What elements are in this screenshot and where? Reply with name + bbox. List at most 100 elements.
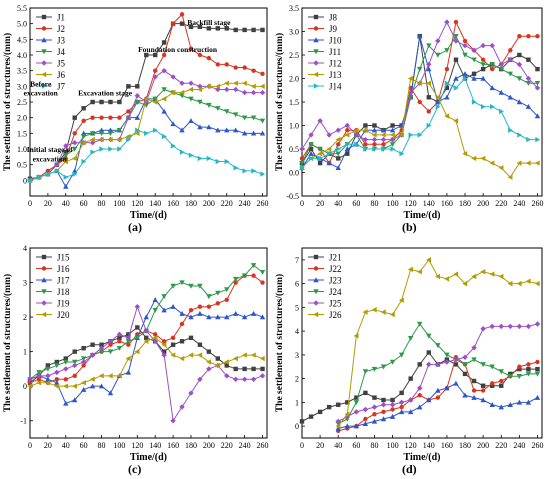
data-point: [516, 61, 523, 68]
data-point: [371, 418, 378, 424]
data-point: [259, 373, 266, 379]
data-point: [507, 323, 514, 330]
y-tick-label: 2: [23, 313, 27, 322]
x-tick-label: 260: [257, 441, 269, 450]
data-point: [250, 352, 256, 358]
data-point: [259, 89, 266, 96]
data-point: [417, 33, 423, 39]
series-J23: J23: [308, 276, 541, 431]
data-point: [326, 146, 332, 152]
legend-label: J6: [57, 70, 66, 80]
series-line: [337, 323, 538, 422]
x-tick-label: 160: [167, 199, 179, 208]
data-point: [353, 127, 359, 133]
data-point: [444, 19, 450, 25]
legend-marker: [41, 311, 47, 318]
x-tick-label: 40: [62, 199, 70, 208]
data-point: [407, 95, 414, 100]
legend-label: J17: [57, 276, 70, 286]
x-tick-label: 60: [80, 199, 88, 208]
data-point: [426, 66, 432, 72]
data-point: [116, 136, 122, 143]
data-point: [188, 24, 194, 29]
annotation: Initial stage of: [27, 145, 73, 154]
data-point: [525, 81, 532, 86]
data-point: [197, 52, 203, 58]
data-point: [471, 47, 477, 53]
data-point: [525, 75, 532, 82]
data-point: [170, 74, 176, 80]
data-point: [499, 383, 504, 388]
data-point: [63, 383, 68, 389]
data-point: [206, 294, 212, 300]
data-point: [363, 142, 368, 147]
data-point: [232, 80, 238, 86]
data-point: [489, 62, 495, 68]
data-point: [215, 62, 221, 67]
data-point: [471, 57, 477, 63]
data-point: [161, 108, 167, 114]
series-J9: J9: [299, 19, 540, 166]
legend-marker: [313, 60, 319, 66]
legend-label: J10: [329, 36, 342, 46]
data-point: [535, 136, 541, 143]
data-point: [63, 366, 69, 372]
data-point: [206, 124, 212, 130]
x-tick-label: 200: [203, 441, 215, 450]
data-point: [507, 374, 514, 379]
data-point: [498, 273, 504, 280]
y-tick-label: 1.0: [17, 145, 27, 154]
data-point: [188, 352, 194, 358]
data-point: [353, 423, 360, 429]
x-tick-label: 20: [44, 441, 52, 450]
x-tick-label: 260: [531, 199, 543, 208]
data-point: [241, 273, 248, 279]
x-tick-label: 160: [441, 441, 453, 450]
data-point: [81, 106, 86, 111]
data-point: [45, 376, 51, 382]
data-point: [516, 399, 523, 405]
data-point: [480, 397, 486, 403]
legend-label: J21: [329, 253, 342, 263]
data-point: [63, 359, 69, 365]
data-point: [224, 314, 230, 320]
data-point: [108, 99, 113, 105]
data-point: [250, 115, 257, 121]
data-point: [250, 310, 257, 316]
legend-label: J18: [57, 287, 70, 297]
data-point: [63, 174, 69, 180]
x-tick-label: 60: [80, 441, 88, 450]
data-point: [426, 122, 432, 129]
data-point: [335, 151, 341, 157]
data-point: [72, 362, 78, 369]
data-point: [417, 404, 423, 410]
data-point: [107, 131, 114, 137]
data-point: [224, 297, 229, 303]
x-tick-label: 220: [221, 199, 233, 208]
series-J17: J17: [27, 276, 266, 406]
data-point: [72, 146, 78, 152]
y-tick-label: 2.0: [17, 114, 27, 123]
data-point: [161, 339, 167, 344]
data-point: [152, 307, 158, 313]
series-J26: J26: [308, 257, 540, 429]
data-point: [517, 132, 523, 138]
data-point: [381, 146, 387, 152]
data-point: [170, 21, 176, 26]
data-point: [54, 377, 60, 382]
data-point: [197, 86, 203, 93]
data-point: [260, 71, 265, 77]
data-point: [170, 89, 176, 96]
data-point: [107, 136, 113, 143]
x-tick-label: 160: [441, 199, 453, 208]
data-point: [372, 142, 377, 147]
data-point: [335, 127, 341, 133]
data-point: [188, 96, 194, 102]
data-point: [233, 65, 238, 70]
data-point: [426, 61, 432, 68]
data-point: [54, 380, 60, 385]
data-point: [27, 380, 33, 385]
data-point: [206, 304, 212, 309]
data-point: [170, 121, 176, 127]
data-point: [372, 123, 377, 128]
